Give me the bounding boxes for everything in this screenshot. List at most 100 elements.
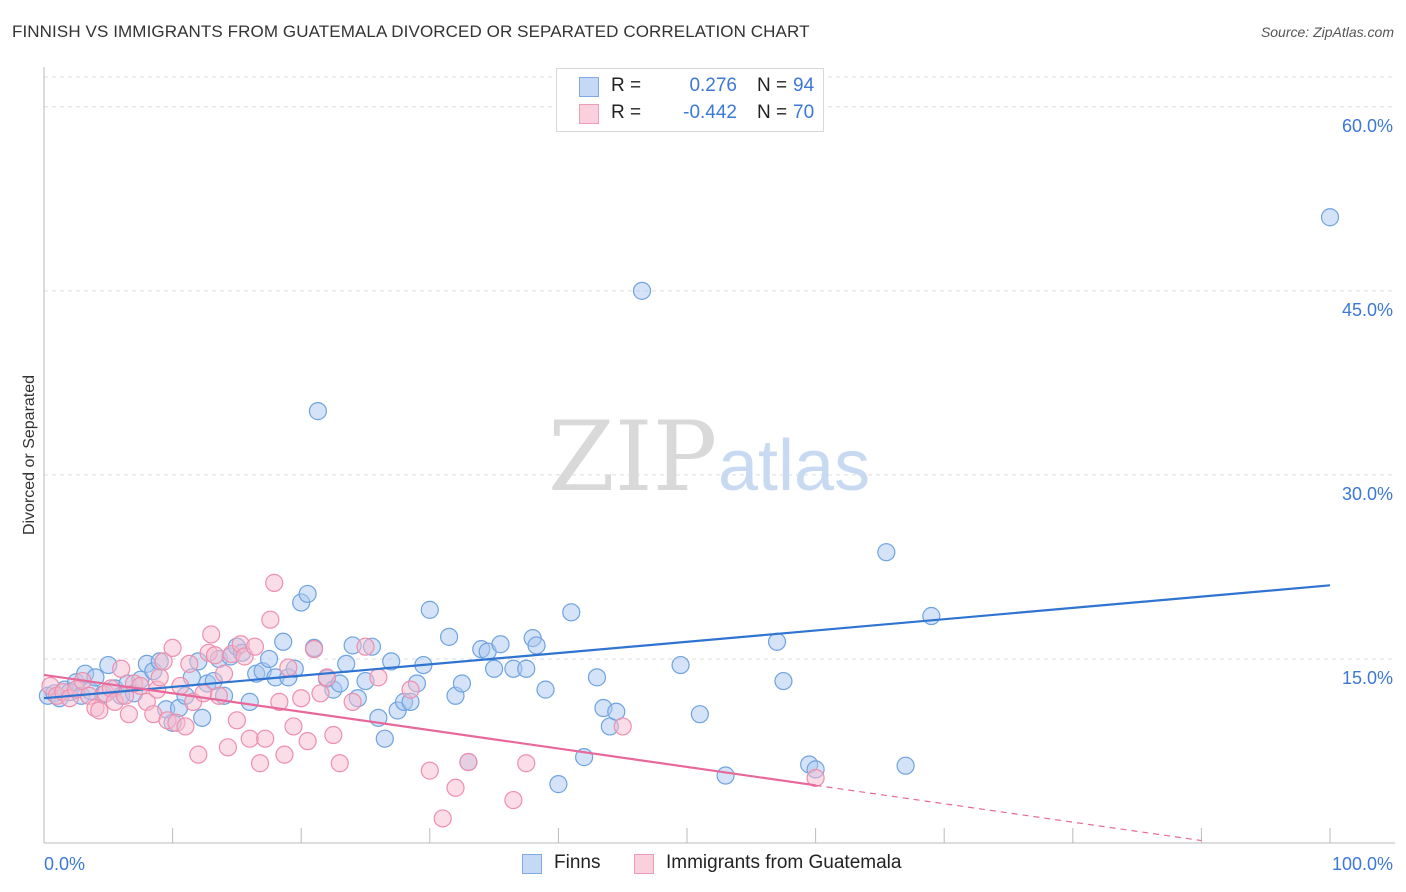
finns-point [632, 281, 652, 300]
guatemala-point [504, 790, 523, 810]
legend-r-label: R = [611, 75, 642, 96]
guatemala-point [330, 754, 349, 773]
guatemala-point [90, 701, 109, 720]
bottom-legend-label-finns: Finns [554, 852, 601, 873]
guatemala-point [292, 689, 311, 708]
guatemala-point [245, 637, 265, 656]
y-tick-label: 45.0% [1342, 300, 1393, 320]
finns-point [375, 729, 394, 748]
legend-n-value: 70 [793, 102, 815, 123]
guatemala-point [214, 664, 234, 683]
guatemala-point [304, 640, 324, 659]
finns-point [491, 635, 510, 654]
guatemala-point [806, 768, 825, 788]
guatemala-point [343, 692, 362, 711]
guatemala-point [176, 717, 195, 736]
guatemala-point [218, 738, 237, 757]
grid-lines [44, 76, 1395, 660]
finns-point [536, 680, 555, 699]
axes [43, 67, 1395, 844]
legend-swatch-guatemala [579, 104, 599, 124]
correlation-legend: R = 0.276 N = 94 R = -0.442 N = 70 [556, 68, 824, 132]
y-tick-label: 60.0% [1342, 116, 1393, 136]
finns-point [716, 766, 735, 785]
guatemala-point [205, 646, 225, 665]
finns-point [485, 659, 504, 678]
finns-point [259, 649, 279, 669]
guatemala-point [311, 684, 330, 703]
guatemala-point [324, 725, 343, 745]
finns-point [1320, 208, 1340, 227]
finns-point [774, 671, 793, 691]
finns-point [527, 636, 546, 655]
guatemala-point [356, 637, 375, 656]
finns-point [439, 627, 459, 646]
guatemala-point [275, 745, 294, 764]
guatemala-point [112, 659, 131, 678]
guatemala-point [433, 809, 452, 828]
finns-point [382, 652, 401, 671]
finns-point [767, 632, 787, 651]
legend-r-value: 0.276 [689, 75, 737, 96]
guatemala-point [189, 745, 208, 764]
legend-swatch-finns [579, 77, 599, 97]
guatemala-point [284, 717, 303, 736]
guatemala-point [446, 778, 465, 797]
guatemala-point [250, 754, 270, 773]
guatemala-point [613, 717, 632, 736]
finns-point [308, 402, 328, 421]
guatemala-trend-line [43, 673, 816, 787]
legend-n-value: 94 [793, 75, 815, 96]
guatemala-point [265, 573, 284, 592]
y-tick-labels: 15.0% 30.0% 45.0% 60.0% [1342, 116, 1393, 688]
trend-lines [43, 584, 1331, 842]
guatemala-point [270, 692, 289, 711]
finns-point [452, 674, 472, 693]
finns-point [562, 603, 581, 622]
finns-point [896, 756, 915, 775]
bottom-legend-label-guatemala: Immigrants from Guatemala [666, 852, 902, 873]
guatemala-point [517, 754, 536, 773]
guatemala-point [279, 658, 298, 677]
guatemala-point [154, 652, 173, 671]
x-tick-label-start: 0.0% [44, 854, 85, 874]
legend-n-label: N = [757, 102, 788, 123]
guatemala-point [459, 752, 478, 772]
bottom-legend-swatch-guatemala [634, 854, 654, 874]
guatemala-point [298, 732, 317, 751]
guatemala-point [317, 668, 337, 687]
finns-point [517, 659, 536, 678]
y-axis-label: Divorced or Separated [21, 375, 38, 535]
guatemala-point [163, 638, 182, 658]
guatemala-point [256, 729, 275, 748]
guatemala-point [202, 625, 221, 644]
x-tick-label-end: 100.0% [1332, 854, 1393, 874]
finns-point [671, 655, 690, 675]
watermark-atlas: atlas [718, 426, 870, 506]
source-label: Source: ZipAtlas.com [1260, 24, 1394, 40]
finns-point [193, 708, 212, 727]
finns-point [274, 632, 293, 651]
guatemala-trend-extension [815, 784, 1202, 842]
y-tick-label: 30.0% [1342, 484, 1393, 504]
legend-r-value: -0.442 [683, 102, 737, 123]
guatemala-point [180, 654, 199, 673]
legend-r-label: R = [611, 102, 642, 123]
guatemala-point [240, 729, 259, 748]
finns-point [298, 584, 317, 604]
guatemala-point [227, 711, 246, 730]
finns-point [877, 543, 896, 562]
y-tick-label: 15.0% [1342, 668, 1393, 688]
finns-point [587, 668, 607, 687]
guatemala-point [401, 680, 420, 699]
finns-point [922, 606, 941, 626]
finns-point [690, 705, 709, 724]
guatemala-point [420, 761, 439, 780]
bottom-legend-swatch-finns [522, 854, 542, 874]
finns-point [337, 654, 356, 673]
guatemala-point [150, 668, 169, 687]
finns-point [420, 600, 439, 619]
guatemala-point [131, 676, 150, 696]
legend-n-label: N = [757, 75, 788, 96]
